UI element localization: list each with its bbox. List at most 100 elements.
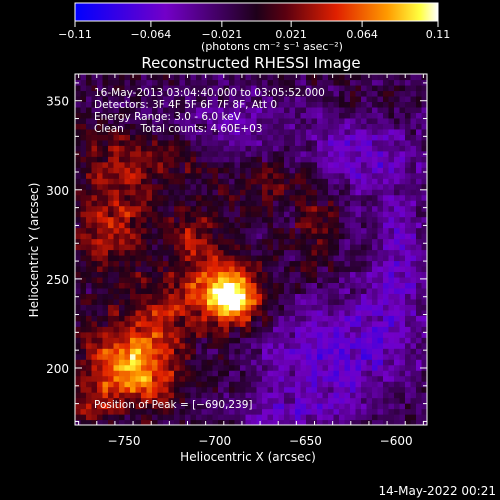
heatmap-cell [333, 112, 340, 119]
heatmap-cell [328, 194, 335, 201]
heatmap-cell [388, 337, 395, 344]
heatmap-cell [399, 276, 406, 283]
heatmap-cell [240, 386, 247, 393]
heatmap-cell [333, 353, 340, 360]
heatmap-cell [168, 167, 175, 174]
heatmap-cell [135, 293, 142, 300]
heatmap-cell [91, 403, 98, 410]
heatmap-cell [174, 397, 181, 404]
heatmap-cell [350, 194, 357, 201]
heatmap-cell [317, 161, 324, 168]
heatmap-cell [306, 326, 313, 333]
heatmap-cell [377, 375, 384, 382]
heatmap-cell [333, 337, 340, 344]
heatmap-cell [366, 84, 373, 92]
heatmap-cell [245, 139, 252, 146]
heatmap-cell [350, 238, 357, 245]
heatmap-cell [229, 260, 236, 267]
heatmap-cell [295, 265, 302, 273]
heatmap-cell [108, 392, 115, 399]
heatmap-cell [311, 397, 318, 404]
heatmap-cell [355, 419, 362, 425]
heatmap-cell [372, 134, 379, 141]
heatmap-cell [410, 265, 417, 273]
heatmap-cell [245, 342, 252, 349]
heatmap-cell [322, 211, 329, 218]
heatmap-cell [322, 128, 329, 135]
heatmap-cell [97, 392, 104, 399]
heatmap-cell [163, 315, 170, 322]
heatmap-cell [163, 397, 170, 404]
heatmap-cell [262, 84, 269, 92]
heatmap-cell [190, 112, 197, 119]
heatmap-cell [416, 161, 423, 168]
heatmap-cell [229, 320, 236, 327]
heatmap-cell [372, 84, 379, 92]
heatmap-cell [251, 117, 258, 124]
heatmap-cell [416, 326, 423, 333]
heatmap-cell [405, 211, 412, 218]
heatmap-cell [377, 254, 384, 262]
heatmap-cell [355, 392, 362, 399]
heatmap-cell [399, 326, 406, 333]
heatmap-cell [223, 282, 230, 289]
heatmap-cell [119, 178, 126, 185]
heatmap-cell [350, 364, 357, 371]
heatmap-cell [141, 419, 148, 425]
heatmap-cell [339, 211, 346, 218]
heatmap-cell [168, 254, 175, 262]
heatmap-cell [174, 90, 181, 97]
heatmap-cell [207, 205, 214, 212]
heatmap-cell [383, 79, 390, 86]
heatmap-cell [179, 408, 186, 415]
heatmap-cell [278, 276, 285, 283]
heatmap-cell [245, 260, 252, 267]
heatmap-cell [113, 320, 120, 327]
heatmap-cell [97, 337, 104, 344]
heatmap-cell [322, 353, 329, 360]
heatmap-cell [273, 139, 280, 146]
heatmap-cell [289, 117, 296, 124]
heatmap-cell [333, 74, 340, 81]
heatmap-cell [399, 364, 406, 371]
heatmap-cell [130, 397, 137, 404]
heatmap-cell [207, 189, 214, 196]
heatmap-cell [113, 370, 120, 377]
heatmap-cell [234, 183, 241, 190]
heatmap-cell [223, 112, 230, 119]
heatmap-cell [218, 227, 225, 234]
heatmap-cell [201, 326, 208, 333]
heatmap-cell [207, 128, 214, 135]
heatmap-cell [223, 117, 230, 124]
heatmap-cell [102, 123, 109, 130]
heatmap-cell [174, 79, 181, 86]
heatmap-cell [284, 117, 291, 124]
colorbar-tick-label: 0.11 [426, 28, 451, 41]
heatmap-cell [207, 90, 214, 97]
heatmap-cell [372, 205, 379, 212]
heatmap-cell [102, 309, 109, 316]
heatmap-cell [399, 414, 406, 421]
heatmap-cell [223, 359, 230, 366]
heatmap-cell [416, 150, 423, 157]
heatmap-cell [229, 397, 236, 404]
heatmap-cell [179, 359, 186, 366]
heatmap-cell [421, 386, 427, 393]
heatmap-cell [405, 364, 412, 371]
heatmap-cell [179, 117, 186, 124]
heatmap-cell [405, 238, 412, 245]
heatmap-cell [152, 397, 159, 404]
heatmap-cell [223, 320, 230, 327]
heatmap-cell [377, 265, 384, 273]
heatmap-cell [124, 315, 131, 322]
heatmap-cell [152, 244, 159, 251]
heatmap-cell [333, 79, 340, 86]
heatmap-cell [328, 112, 335, 119]
heatmap-cell [394, 326, 401, 333]
heatmap-cell [168, 211, 175, 218]
heatmap-cell [284, 134, 291, 141]
heatmap-cell [383, 167, 390, 174]
heatmap-cell [229, 414, 236, 421]
heatmap-cell [372, 331, 379, 338]
heatmap-cell [80, 233, 87, 240]
